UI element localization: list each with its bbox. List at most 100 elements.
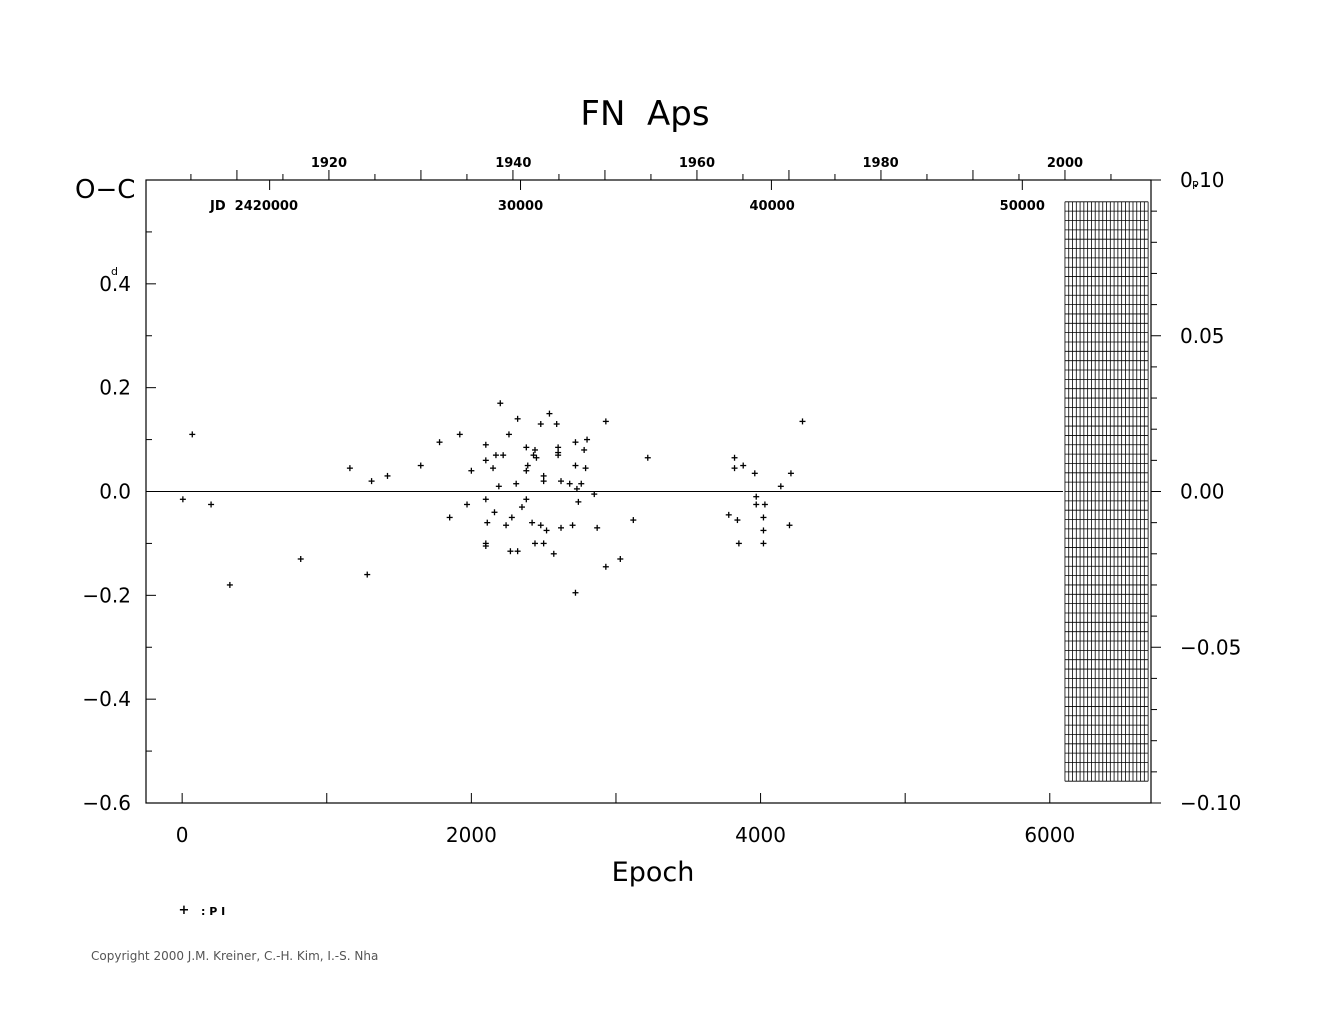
data-point (725, 511, 732, 518)
jd-tick-label: 50000 (1000, 199, 1045, 214)
data-point (582, 465, 589, 472)
data-point (731, 454, 738, 461)
right-tick-label: −0.05 (1180, 635, 1241, 659)
data-point (468, 467, 475, 474)
data-point (482, 540, 489, 547)
y-tick-label: 0.4 (99, 272, 131, 296)
data-point (761, 501, 768, 508)
data-point (572, 462, 579, 469)
data-point (569, 522, 576, 529)
data-point (751, 470, 758, 477)
x-tick-label: 4000 (735, 823, 786, 847)
data-point (540, 540, 547, 547)
data-point (514, 548, 521, 555)
data-point (482, 441, 489, 448)
data-point (760, 540, 767, 547)
data-point (786, 522, 793, 529)
data-point (531, 540, 538, 547)
data-point (464, 501, 471, 508)
data-point (555, 444, 562, 451)
data-point (753, 493, 760, 500)
data-point (364, 571, 371, 578)
data-point (503, 522, 510, 529)
legend-symbol: + (179, 903, 190, 918)
data-point (558, 478, 565, 485)
data-point (490, 465, 497, 472)
data-point (297, 555, 304, 562)
data-point (734, 517, 741, 524)
jd-tick-label: 40000 (750, 199, 795, 214)
data-point (591, 491, 598, 498)
right-tick-label: 0.00 (1180, 480, 1225, 504)
data-point (508, 514, 515, 521)
year-tick-label: 1980 (862, 156, 898, 171)
data-point (446, 514, 453, 521)
data-point (531, 446, 538, 453)
legend: + : P I (179, 903, 226, 918)
x-tick-label: 2000 (446, 823, 497, 847)
data-point (617, 555, 624, 562)
data-point (553, 421, 560, 428)
data-point (533, 454, 540, 461)
data-point (799, 418, 806, 425)
data-point (546, 410, 553, 417)
x-tick-label: 6000 (1024, 823, 1075, 847)
axes: 0 2000 4000 6000 1920 1940 1960 1980 2000 30000 40… (82, 156, 1241, 847)
data-point (524, 462, 531, 469)
data-point (555, 449, 562, 456)
data-point (566, 480, 573, 487)
data-point (735, 540, 742, 547)
data-point (436, 439, 443, 446)
data-point (573, 485, 580, 492)
data-point (189, 431, 196, 438)
year-tick-label: 1960 (679, 156, 715, 171)
jd-label: JD 2420000 (209, 199, 298, 214)
data-point (384, 472, 391, 479)
data-point (602, 418, 609, 425)
data-point (495, 483, 502, 490)
data-point (491, 509, 498, 516)
data-point (540, 478, 547, 485)
data-point (497, 400, 504, 407)
y-tick-label: 0.2 (99, 376, 131, 400)
data-points (179, 400, 806, 596)
data-point (777, 483, 784, 490)
data-point (537, 421, 544, 428)
data-point (492, 452, 499, 459)
data-point (644, 454, 651, 461)
jd-tick-label: 30000 (498, 199, 543, 214)
data-point (179, 496, 186, 503)
data-point (731, 465, 738, 472)
data-point (581, 446, 588, 453)
data-point (368, 478, 375, 485)
data-point (753, 501, 760, 508)
x-axis-label: Epoch (612, 857, 695, 888)
year-tick-label: 1920 (311, 156, 347, 171)
data-point (630, 517, 637, 524)
data-point (507, 548, 514, 555)
year-tick-label: 1940 (495, 156, 531, 171)
data-point (417, 462, 424, 469)
chart-title: FN Aps (580, 94, 709, 134)
data-point (208, 501, 215, 508)
data-point (513, 480, 520, 487)
right-tick-label: 0.05 (1180, 324, 1225, 348)
y-tick-label: −0.4 (82, 687, 131, 711)
data-point (523, 467, 530, 474)
data-point (529, 519, 536, 526)
data-point (594, 524, 601, 531)
data-point (484, 519, 491, 526)
data-point (346, 465, 353, 472)
legend-label: : P I (201, 905, 225, 918)
y-tick-label: −0.2 (82, 583, 131, 607)
data-point (226, 581, 233, 588)
right-unit-mark: P (1192, 179, 1199, 192)
data-point (537, 522, 544, 529)
right-tick-label: 0.10 (1180, 168, 1225, 192)
data-point (514, 415, 521, 422)
data-point (550, 550, 557, 557)
hatched-region (1064, 201, 1149, 782)
data-point (456, 431, 463, 438)
x-tick-label: 0 (176, 823, 189, 847)
data-point (523, 496, 530, 503)
